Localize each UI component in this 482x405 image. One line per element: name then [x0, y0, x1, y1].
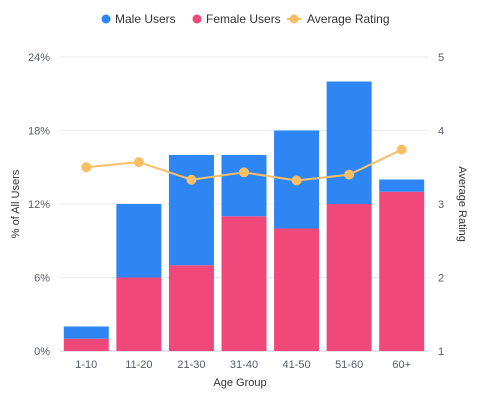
x-tick-label: 60+ — [392, 359, 411, 371]
y2-tick-label: 2 — [438, 273, 444, 285]
y-tick-label: 12% — [28, 199, 50, 211]
left-axis-ticks: 0% 6% 12% 18% 24% — [28, 52, 50, 358]
rating-point[interactable] — [186, 174, 197, 185]
bar-female-users[interactable] — [221, 216, 267, 351]
y-tick-label: 6% — [34, 273, 50, 285]
x-tick-label: 1-10 — [75, 359, 97, 371]
legend: Male Users Female Users Average Rating — [101, 12, 390, 26]
legend-label-average-rating[interactable]: Average Rating — [307, 12, 390, 26]
y-tick-label: 18% — [28, 126, 50, 138]
y2-tick-label: 4 — [438, 126, 444, 138]
bar-male-users[interactable] — [168, 155, 214, 266]
bar-female-users[interactable] — [326, 204, 372, 351]
bar-female-users[interactable] — [168, 265, 214, 351]
y2-tick-label: 5 — [438, 52, 444, 64]
y-axis-title: % of All Users — [10, 169, 22, 238]
rating-point[interactable] — [81, 162, 92, 173]
x-tick-label: 11-20 — [125, 359, 152, 371]
y-tick-label: 0% — [34, 346, 50, 358]
bar-female-users[interactable] — [379, 191, 425, 351]
rating-point[interactable] — [344, 169, 355, 180]
rating-point[interactable] — [239, 167, 249, 178]
rating-point[interactable] — [133, 157, 144, 168]
y2-tick-label: 3 — [438, 199, 444, 211]
y2-tick-label: 1 — [438, 346, 444, 358]
bar-male-users[interactable] — [63, 326, 109, 339]
bar-male-users[interactable] — [221, 155, 267, 217]
x-axis-ticks: 1-10 11-20 21-30 31-40 41-50 51-60 60+ — [75, 359, 411, 371]
bar-female-users[interactable] — [116, 277, 162, 352]
legend-marker-average-rating — [289, 14, 299, 24]
x-tick-label: 21-30 — [177, 359, 205, 371]
y2-axis-title: Average Rating — [456, 166, 468, 242]
rating-point[interactable] — [291, 175, 302, 186]
bar-male-users[interactable] — [326, 81, 372, 205]
rating-line-series — [81, 144, 407, 186]
legend-marker-male-users — [101, 14, 111, 24]
right-axis-ticks: 1 2 3 4 5 — [438, 52, 444, 358]
legend-marker-female-users — [192, 14, 202, 24]
bar-male-users[interactable] — [116, 204, 162, 278]
bar-female-users[interactable] — [274, 228, 320, 352]
x-tick-label: 41-50 — [283, 359, 311, 371]
rating-point[interactable] — [396, 144, 407, 155]
legend-label-male-users[interactable]: Male Users — [115, 12, 176, 26]
bar-series — [63, 81, 425, 352]
bar-female-users[interactable] — [63, 338, 109, 351]
bar-male-users[interactable] — [379, 179, 425, 192]
x-tick-label: 31-40 — [230, 359, 258, 371]
legend-label-female-users[interactable]: Female Users — [206, 12, 281, 26]
x-tick-label: 51-60 — [335, 359, 363, 371]
y-tick-label: 24% — [28, 52, 50, 64]
x-axis-title: Age Group — [213, 377, 266, 389]
